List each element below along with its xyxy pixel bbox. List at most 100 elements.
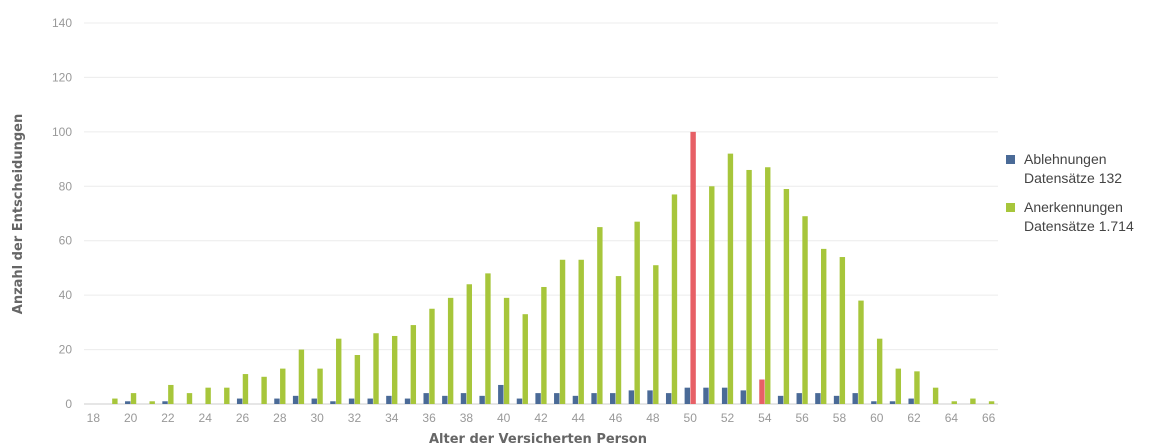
x-tick-label: 44 <box>572 411 586 425</box>
bar-anerkennungen-20[interactable] <box>130 393 137 404</box>
legend: Ablehnungen Datensätze 132 Anerkennungen… <box>1006 150 1134 246</box>
bar-anerkennungen-41[interactable] <box>522 314 528 404</box>
x-tick-label: 64 <box>945 411 959 425</box>
bar-ablehnungen-52[interactable] <box>721 387 728 404</box>
bar-ablehnungen-33[interactable] <box>367 398 373 404</box>
bar-ablehnungen-62[interactable] <box>908 398 914 404</box>
bar-anerkennungen-57[interactable] <box>821 248 827 404</box>
bar-anerkennungen-52[interactable] <box>727 153 734 404</box>
x-axis-tick-labels: 18 20 22 24 26 28 30 32 34 36 38 40 42 44 46 48 50 52 54 56… <box>87 411 996 425</box>
bar-ablehnungen-59[interactable] <box>852 393 858 404</box>
bar-anerkennungen-42[interactable] <box>541 286 547 404</box>
bar-ablehnungen-32[interactable] <box>348 398 355 404</box>
bar-anerkennungen-39[interactable] <box>485 273 491 404</box>
bar-ablehnungen-41[interactable] <box>516 398 523 404</box>
x-tick-label: 36 <box>422 411 436 425</box>
bar-anerkennungen-49[interactable] <box>671 194 678 404</box>
bar-anerkennungen-65[interactable] <box>970 398 976 404</box>
bar-anerkennungen-43[interactable] <box>559 259 566 404</box>
bar-ablehnungen-38[interactable] <box>460 393 467 404</box>
y-tick-label: 120 <box>52 70 72 84</box>
bar-ablehnungen-28[interactable] <box>274 398 280 404</box>
bar-anerkennungen-34[interactable] <box>391 335 398 404</box>
bar-ablehnungen-39[interactable] <box>479 395 485 404</box>
bar-ablehnungen-22[interactable] <box>162 401 168 404</box>
bar-ablehnungen-35[interactable] <box>404 398 411 404</box>
y-axis-title: Anzahl der Entscheidungen <box>11 114 26 314</box>
bar-anerkennungen-51[interactable] <box>709 186 715 404</box>
x-tick-label: 60 <box>870 411 884 425</box>
bar-ablehnungen-31[interactable] <box>330 401 336 404</box>
bar-anerkennungen-32[interactable] <box>354 355 361 404</box>
bar-ablehnungen-36[interactable] <box>423 393 429 404</box>
y-tick-label: 100 <box>52 125 72 139</box>
bar-anerkennungen-29[interactable] <box>298 349 305 404</box>
bar-anerkennungen-53[interactable] <box>746 169 752 404</box>
bar-ablehnungen-56[interactable] <box>796 393 802 404</box>
bar-anerkennungen-30[interactable] <box>317 368 323 404</box>
bar-anerkennungen-22[interactable] <box>168 384 174 404</box>
bar-ablehnungen-30[interactable] <box>311 398 317 404</box>
legend-swatch-anerkennungen <box>1006 203 1015 212</box>
bar-ablehnungen-57[interactable] <box>815 393 821 404</box>
bar-anerkennungen-37[interactable] <box>447 297 454 404</box>
bar-anerkennungen-62[interactable] <box>914 371 920 404</box>
bar-anerkennungen-31[interactable] <box>336 338 342 404</box>
y-tick-label: 60 <box>59 234 73 248</box>
bar-ablehnungen-55[interactable] <box>777 395 784 404</box>
bar-anerkennungen-40[interactable] <box>503 297 510 404</box>
bar-anerkennungen-60[interactable] <box>876 338 883 404</box>
bar-ablehnungen-42[interactable] <box>535 393 541 404</box>
bar-anerkennungen-38[interactable] <box>466 284 472 404</box>
bar-anerkennungen-28[interactable] <box>280 368 286 404</box>
bar-ablehnungen-58[interactable] <box>833 395 840 404</box>
bar-ablehnungen-48[interactable] <box>647 390 653 404</box>
bar-anerkennungen-63[interactable] <box>932 387 939 404</box>
bar-ablehnungen-20[interactable] <box>125 401 131 404</box>
bar-ablehnungen-60[interactable] <box>871 401 877 404</box>
bar-anerkennungen-25[interactable] <box>224 387 230 404</box>
bar-ablehnungen-40[interactable] <box>498 384 504 404</box>
bar-anerkennungen-55[interactable] <box>783 189 790 404</box>
bar-ablehnungen-43[interactable] <box>554 393 560 404</box>
bar-anerkennungen-48[interactable] <box>653 265 659 404</box>
bar-ablehnungen-51[interactable] <box>703 387 709 404</box>
x-tick-label: 54 <box>758 411 772 425</box>
bar-anerkennungen-58[interactable] <box>839 257 846 404</box>
legend-item-ablehnungen[interactable]: Ablehnungen Datensätze 132 <box>1006 150 1134 188</box>
bar-ablehnungen-54[interactable] <box>759 379 765 404</box>
bar-ablehnungen-26[interactable] <box>236 398 243 404</box>
legend-item-anerkennungen[interactable]: Anerkennungen Datensätze 1.714 <box>1006 198 1134 236</box>
bar-anerkennungen-27[interactable] <box>261 376 267 404</box>
bar-ablehnungen-61[interactable] <box>889 401 896 404</box>
bar-anerkennungen-64[interactable] <box>951 401 957 404</box>
bar-anerkennungen-19[interactable] <box>112 398 118 404</box>
bar-anerkennungen-56[interactable] <box>802 216 808 404</box>
bar-ablehnungen-49[interactable] <box>665 393 672 404</box>
bar-ablehnungen-47[interactable] <box>628 390 635 404</box>
bar-anerkennungen-45[interactable] <box>597 227 603 404</box>
bar-anerkennungen-24[interactable] <box>205 387 211 404</box>
bar-anerkennungen-36[interactable] <box>429 308 435 404</box>
bar-ablehnungen-44[interactable] <box>572 395 579 404</box>
bar-ablehnungen-37[interactable] <box>442 395 448 404</box>
bar-anerkennungen-33[interactable] <box>373 333 379 404</box>
bar-ablehnungen-29[interactable] <box>292 395 299 404</box>
bar-ablehnungen-34[interactable] <box>386 395 392 404</box>
bar-anerkennungen-46[interactable] <box>615 276 622 404</box>
bar-anerkennungen-50[interactable] <box>690 131 696 405</box>
bar-anerkennungen-44[interactable] <box>578 259 584 404</box>
bar-anerkennungen-61[interactable] <box>895 368 902 404</box>
bar-ablehnungen-50[interactable] <box>684 387 691 404</box>
bar-anerkennungen-21[interactable] <box>149 401 155 404</box>
bar-ablehnungen-53[interactable] <box>740 390 746 404</box>
bar-anerkennungen-59[interactable] <box>858 300 864 404</box>
bar-anerkennungen-66[interactable] <box>988 401 995 404</box>
bar-ablehnungen-46[interactable] <box>610 393 616 404</box>
bar-anerkennungen-54[interactable] <box>765 167 771 404</box>
bar-anerkennungen-35[interactable] <box>410 325 417 404</box>
bar-ablehnungen-45[interactable] <box>591 393 597 404</box>
bar-anerkennungen-26[interactable] <box>242 374 249 404</box>
bar-anerkennungen-47[interactable] <box>634 221 640 404</box>
bar-anerkennungen-23[interactable] <box>186 393 193 404</box>
